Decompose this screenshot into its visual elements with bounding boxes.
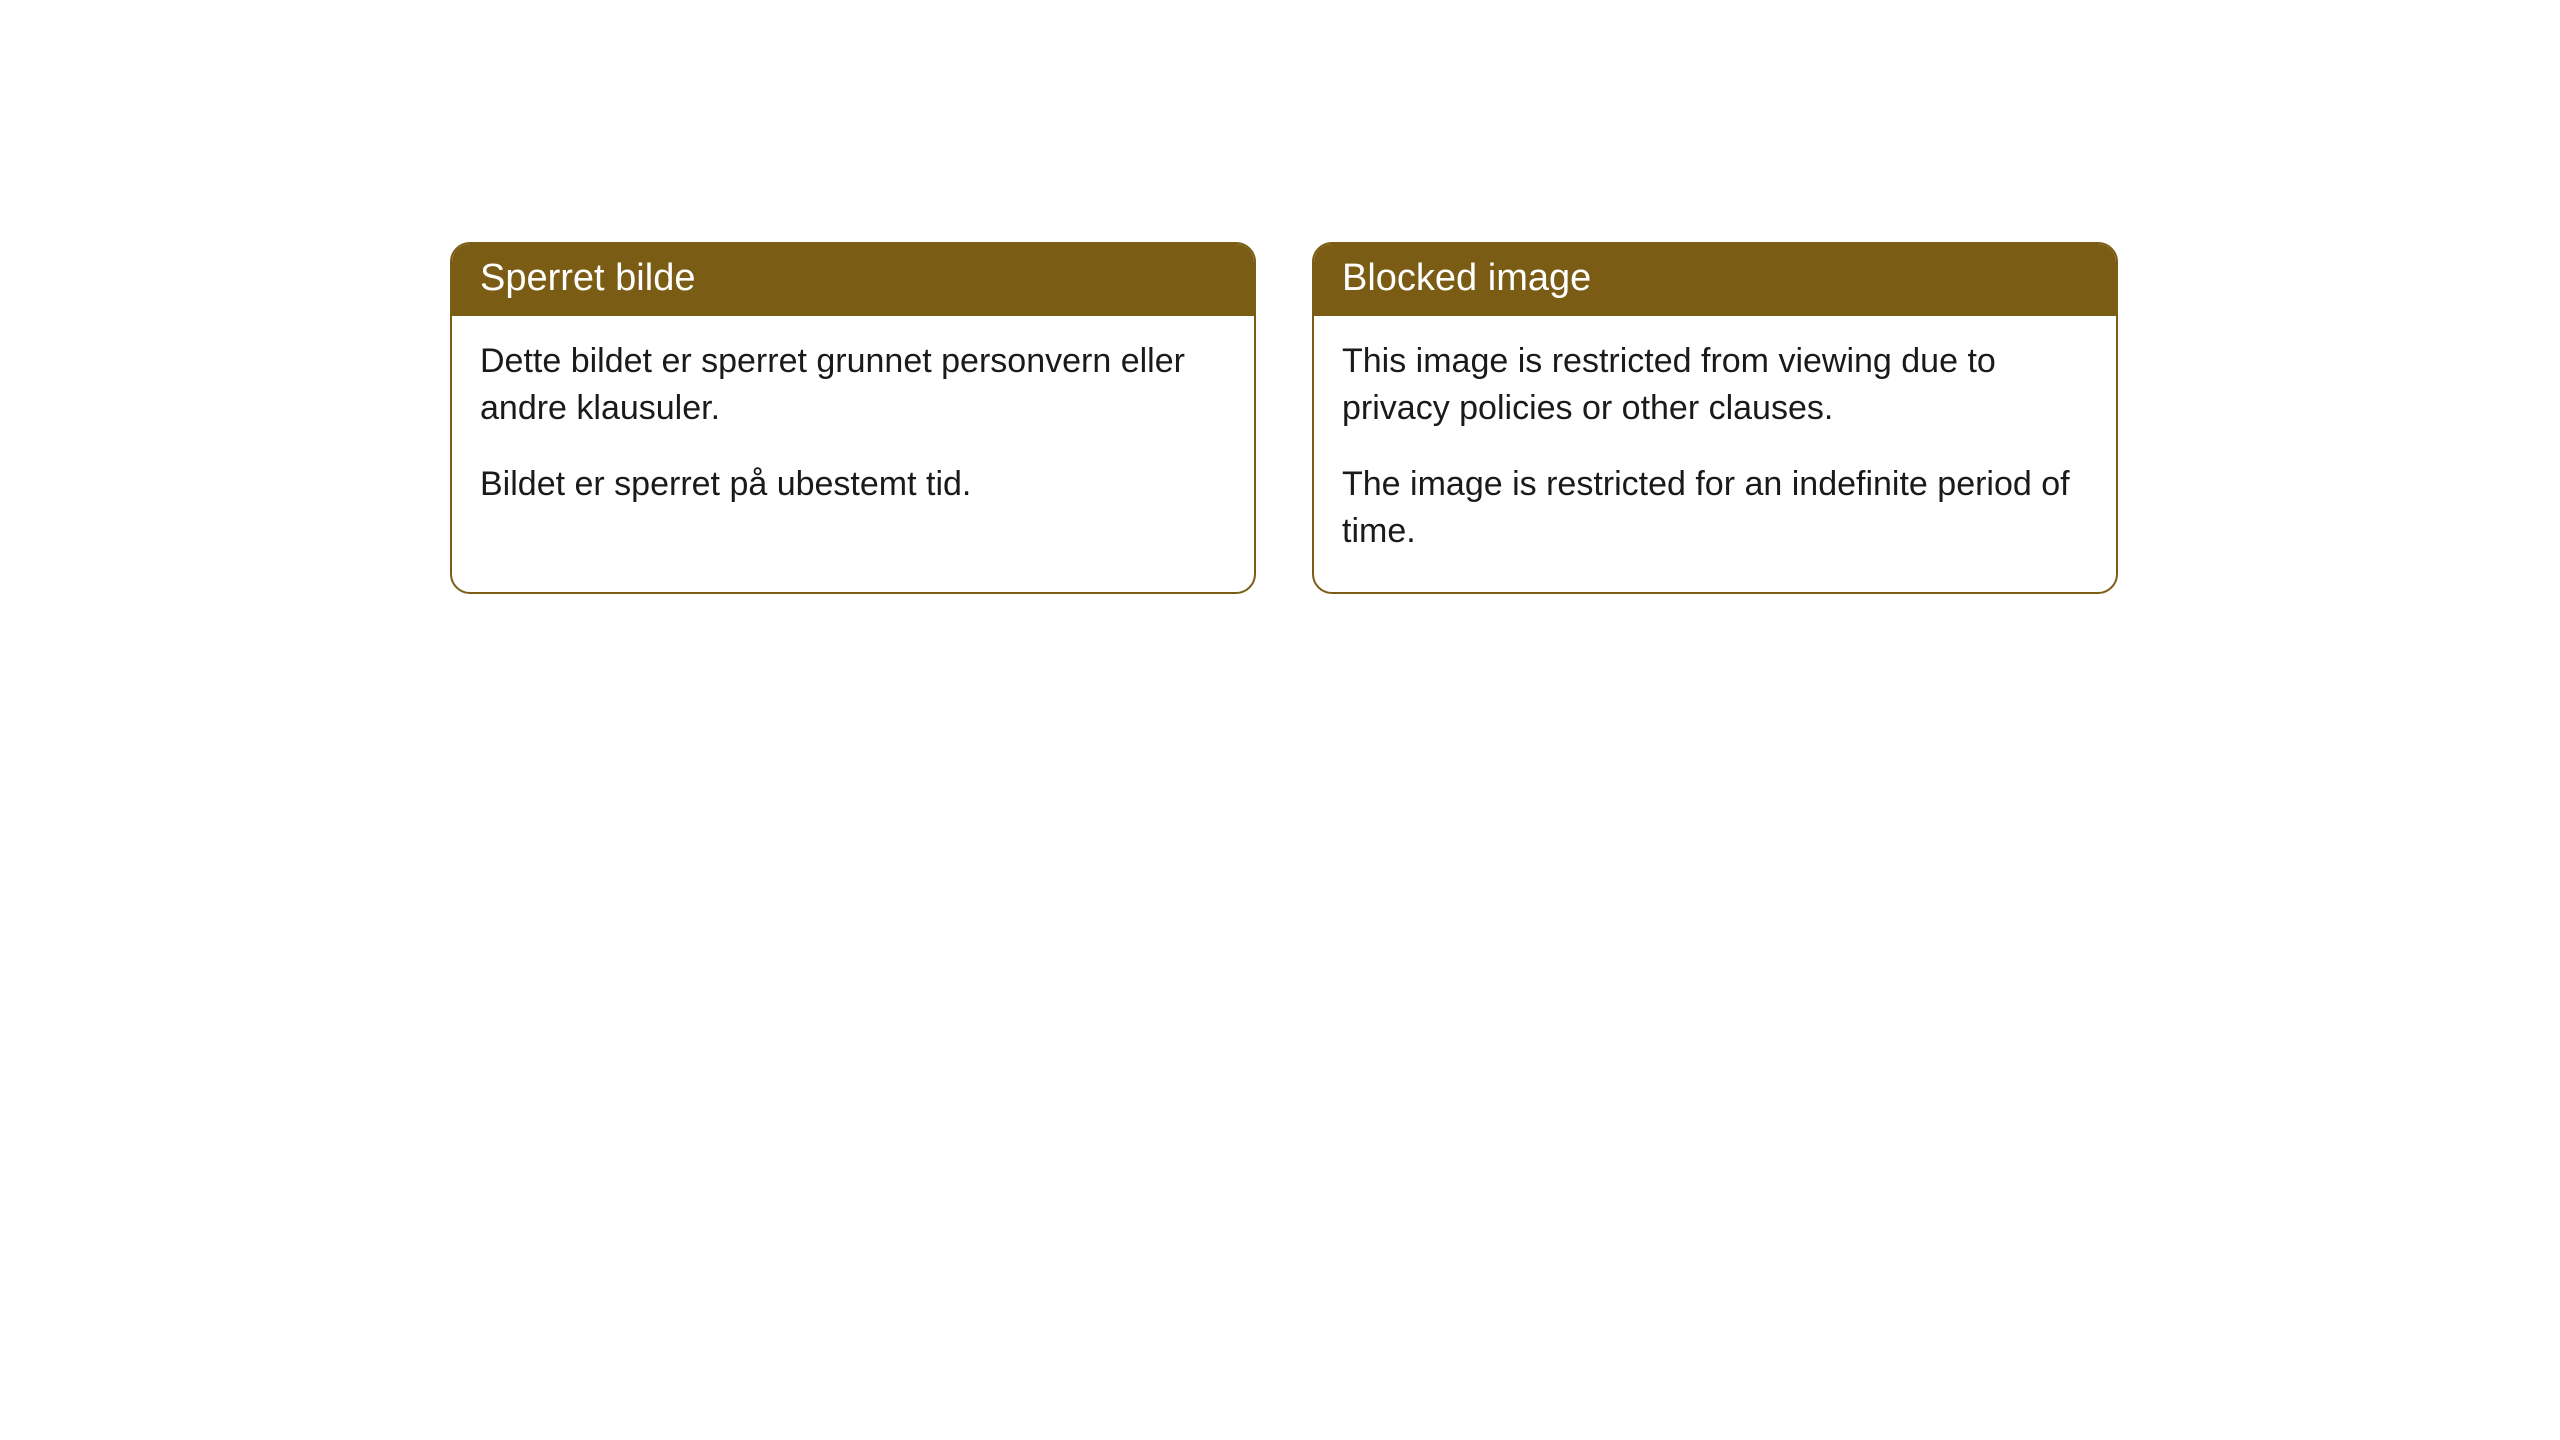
card-header-en: Blocked image [1314,244,2116,316]
card-body-en: This image is restricted from viewing du… [1314,316,2116,592]
blocked-image-card-no: Sperret bilde Dette bildet er sperret gr… [450,242,1256,594]
blocked-image-card-en: Blocked image This image is restricted f… [1312,242,2118,594]
card-paragraph-2-no: Bildet er sperret på ubestemt tid. [480,461,1226,509]
card-paragraph-2-en: The image is restricted for an indefinit… [1342,461,2088,556]
card-body-no: Dette bildet er sperret grunnet personve… [452,316,1254,545]
card-paragraph-1-en: This image is restricted from viewing du… [1342,338,2088,433]
card-header-no: Sperret bilde [452,244,1254,316]
card-paragraph-1-no: Dette bildet er sperret grunnet personve… [480,338,1226,433]
cards-container: Sperret bilde Dette bildet er sperret gr… [0,0,2560,594]
